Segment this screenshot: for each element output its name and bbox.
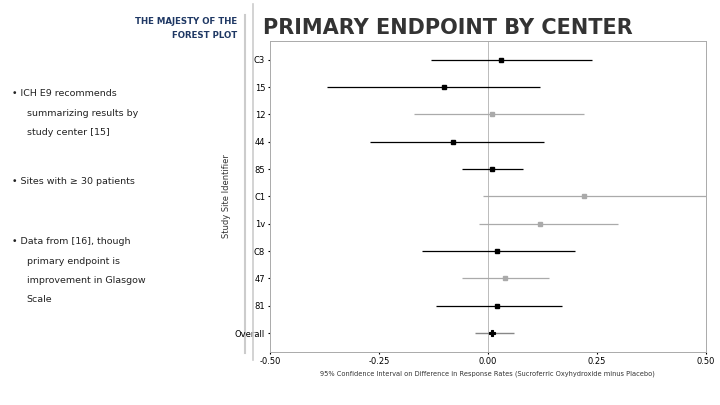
Text: study center [15]: study center [15] [27, 128, 109, 137]
Text: j: j [18, 377, 22, 390]
Text: mp: mp [27, 377, 50, 390]
Text: • Sites with ≥ 30 patients: • Sites with ≥ 30 patients [12, 177, 135, 186]
Text: • ICH E9 recommends: • ICH E9 recommends [12, 89, 117, 98]
Y-axis label: Study Site Identifier: Study Site Identifier [222, 154, 230, 239]
Text: THE POWER: THE POWER [662, 375, 695, 380]
Text: • Data from [16], though: • Data from [16], though [12, 237, 130, 246]
Text: primary endpoint is: primary endpoint is [27, 256, 120, 266]
Text: THE MAJESTY OF THE: THE MAJESTY OF THE [135, 17, 238, 26]
Text: ■ sas: ■ sas [590, 379, 626, 389]
Text: Scale: Scale [27, 295, 53, 304]
Text: summarizing results by: summarizing results by [27, 109, 138, 117]
X-axis label: 95% Confidence Interval on Difference in Response Rates (Sucroferric Oxyhydroxid: 95% Confidence Interval on Difference in… [320, 371, 655, 377]
Text: FOREST PLOT: FOREST PLOT [172, 31, 238, 40]
Text: improvement in Glasgow: improvement in Glasgow [27, 276, 145, 285]
Text: Copyright © 2017 JMP Institute Inc. All rights reserved.: Copyright © 2017 JMP Institute Inc. All … [187, 381, 360, 386]
Text: TO KNOW.: TO KNOW. [662, 390, 690, 395]
Text: PRIMARY ENDPOINT BY CENTER: PRIMARY ENDPOINT BY CENTER [263, 18, 633, 38]
